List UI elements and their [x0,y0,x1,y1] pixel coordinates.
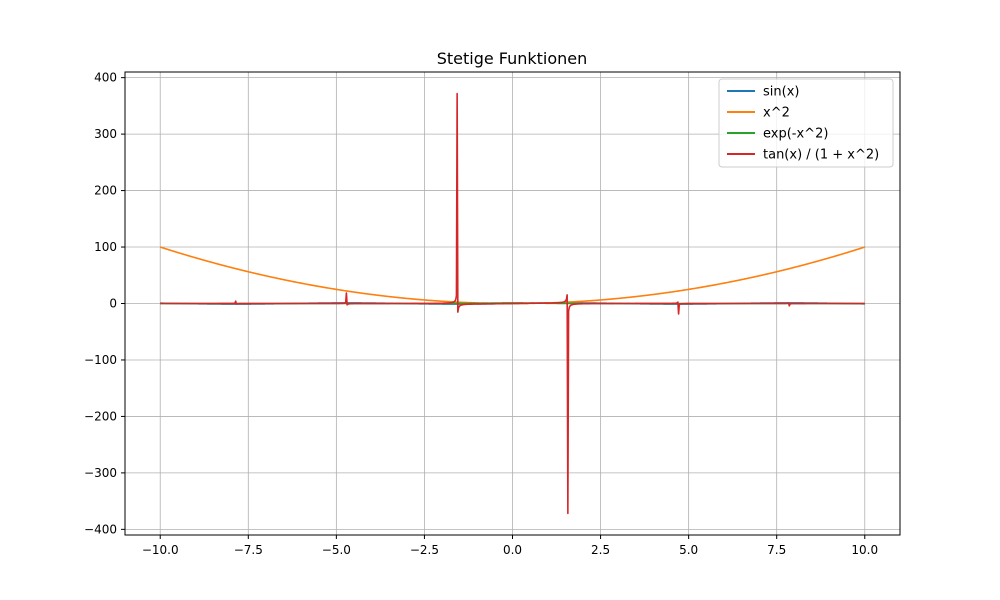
y-tick-label: 200 [94,184,117,198]
chart-title: Stetige Funktionen [437,49,588,68]
x-tick-label: 5.0 [679,543,698,557]
y-tick-label: −200 [84,409,117,423]
legend-label: tan(x) / (1 + x^2) [763,148,879,163]
legend-label: x^2 [763,106,790,121]
x-tick-label: −2.5 [410,543,439,557]
legend-label: exp(-x^2) [763,127,828,142]
y-axis: −400 −300 −200 −100 0 100 200 300 400 [84,71,125,536]
y-tick-label: 100 [94,240,117,254]
x-tick-label: 10.0 [851,543,878,557]
legend: sin(x) x^2 exp(-x^2) tan(x) / (1 + x^2) [718,78,894,168]
x-tick-label: −7.5 [234,543,263,557]
y-tick-label: −100 [84,353,117,367]
y-tick-label: −300 [84,466,117,480]
legend-label: sin(x) [763,85,799,100]
x-tick-label: 2.5 [591,543,610,557]
legend-box [718,78,894,168]
series-line-tan-x-1-x-2- [160,92,865,515]
x-tick-label: −5.0 [322,543,351,557]
x-tick-label: −10.0 [142,543,179,557]
y-tick-label: 0 [109,297,117,311]
y-tick-label: 300 [94,127,117,141]
plot-area [159,92,866,515]
x-axis: −10.0 −7.5 −5.0 −2.5 0.0 2.5 5.0 7.5 10.0 [142,535,878,557]
x-tick-label: 0.0 [503,543,522,557]
y-tick-label: −400 [84,522,117,536]
x-tick-label: 7.5 [767,543,786,557]
y-tick-label: 400 [94,71,117,85]
